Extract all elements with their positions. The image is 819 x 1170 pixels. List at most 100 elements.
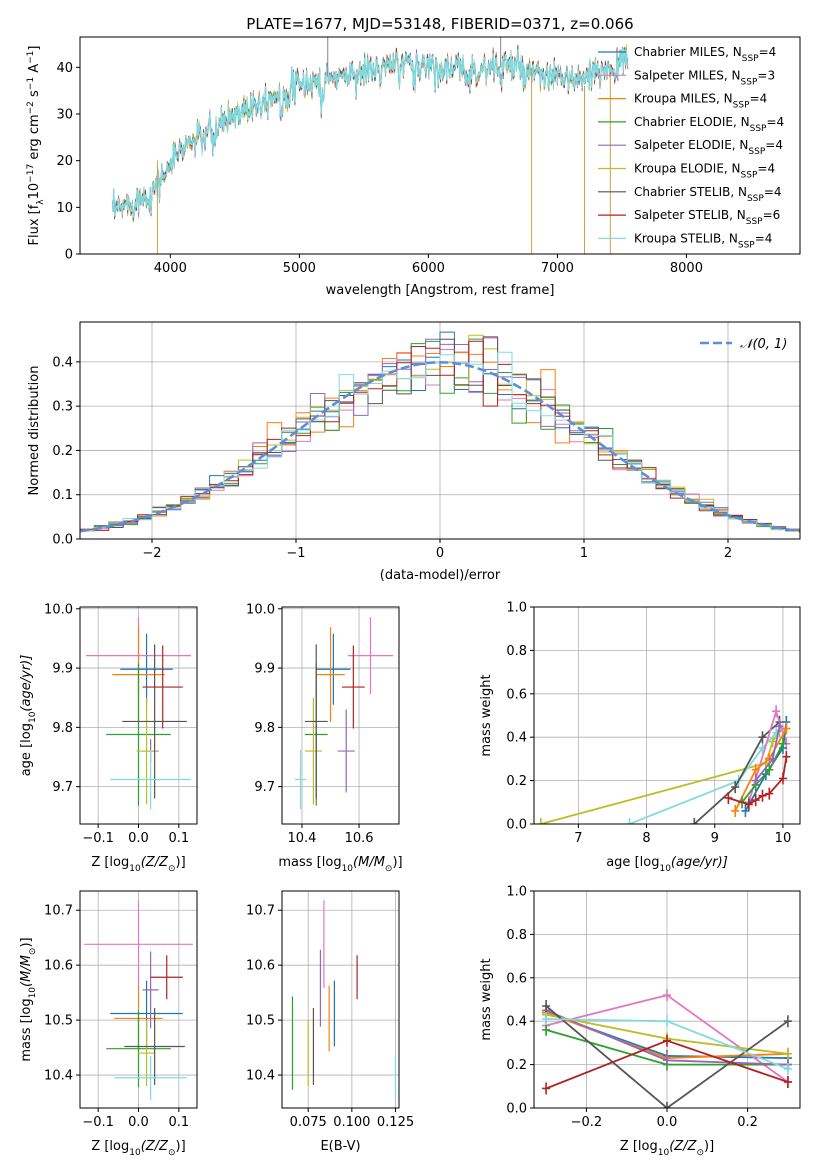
x-tick-label: 0.2 xyxy=(737,1115,758,1130)
legend-label: Salpeter MILES, NSSP=3 xyxy=(634,68,775,87)
errorbar-point xyxy=(337,709,355,793)
label-part: ⊙ xyxy=(168,1148,176,1158)
weight-marker xyxy=(778,772,787,785)
y-tick-label: 1.0 xyxy=(506,885,527,900)
y-tick-label: 10.7 xyxy=(246,904,275,919)
ticks: −0.1 0.0 0.1 9.7 9.8 9.9 10.0 xyxy=(44,602,189,846)
weight-marker xyxy=(663,1034,671,1047)
y-tick-label: 10.0 xyxy=(246,602,275,617)
y-tick-label: 40 xyxy=(56,61,73,76)
y-tick-label: 10.5 xyxy=(246,1014,275,1029)
y-tick-label: 20 xyxy=(56,154,73,169)
errorbar-point xyxy=(316,633,351,705)
label-part: 10 xyxy=(129,864,141,874)
weight-marker xyxy=(772,705,781,718)
y-tick-label: 30 xyxy=(56,108,73,123)
y-tick-label: 0.4 xyxy=(506,731,527,746)
label-part: Salpeter STELIB, N xyxy=(634,208,746,222)
ticks: −2 −1 0 1 2 0.0 0.1 0.2 0.3 0.4 xyxy=(52,355,732,561)
plots-layer: 4000 5000 6000 7000 8000010203040wavelength … xyxy=(19,36,801,1158)
label-part: Chabrier STELIB, N xyxy=(634,185,747,199)
errorbar-point xyxy=(142,951,159,1029)
plot-area xyxy=(294,617,394,810)
residuals-panel: −2 −1 0 1 2 0.0 0.1 0.2 0.3 0.4 𝒩(0, 1) (data-model… xyxy=(27,321,801,583)
y-tick-label: 0.2 xyxy=(52,444,73,459)
y-tick-label: 10.0 xyxy=(44,602,73,617)
weight-marker xyxy=(542,1023,551,1036)
x-axis-label: Z [log10(Z/Z⊙)] xyxy=(91,855,185,874)
weight-marker xyxy=(758,731,767,744)
y-tick-label: 0.2 xyxy=(506,774,527,789)
label-part: SSP xyxy=(747,194,764,204)
y-tick-label: 0 xyxy=(65,248,73,263)
label-part: =4 xyxy=(750,92,768,106)
y-tick-label: 10.7 xyxy=(44,904,73,919)
weight-marker xyxy=(758,789,767,802)
errorbar-point xyxy=(114,1055,187,1100)
y-axis-label: age [log10(age/yr)] xyxy=(19,655,38,777)
weight-series-line xyxy=(734,728,788,812)
weight-series-line xyxy=(540,730,781,824)
y-tick-label: 9.8 xyxy=(254,721,275,736)
x-tick-label: −1 xyxy=(286,546,305,561)
y-tick-label: 10.6 xyxy=(44,959,73,974)
weight-series-line xyxy=(741,743,784,803)
weight-marker xyxy=(765,763,774,776)
y-tick-label: 0.4 xyxy=(506,1015,527,1030)
x-tick-label: 0.125 xyxy=(377,1115,414,1130)
label-part: mass [log xyxy=(278,855,341,870)
y-tick-label: 10.5 xyxy=(44,1014,73,1029)
weight-marker xyxy=(690,818,699,824)
label-part: Z [log xyxy=(620,1139,658,1154)
label-part: =4 xyxy=(757,162,775,176)
x-axis-label: Z [log10(Z/Z⊙)] xyxy=(91,1139,185,1158)
axes-frame xyxy=(533,606,801,825)
label-part: −17 xyxy=(26,164,36,183)
x-tick-label: 8000 xyxy=(670,261,703,276)
mass-vs-Z-panel: −0.1 0.0 0.110.410.510.610.7Z [log10(Z/Z⊙)… xyxy=(19,890,198,1158)
x-axis-label: mass [log10(M/M⊙)] xyxy=(278,855,402,874)
label-part: mass [log xyxy=(19,998,34,1061)
x-tick-label: 0.1 xyxy=(169,831,190,846)
weight-marker xyxy=(783,1075,792,1088)
label-part: (Z/Z xyxy=(141,855,169,870)
x-tick-label: 9 xyxy=(711,831,719,846)
x-tick-label: 0.1 xyxy=(169,1115,190,1130)
errorbar-point xyxy=(304,697,322,805)
weight-marker xyxy=(663,1054,671,1067)
weight-marker xyxy=(731,804,740,817)
label-part: A xyxy=(27,64,42,77)
x-tick-label: 0 xyxy=(436,546,444,561)
ticks: 10.4 10.6 9.7 9.8 9.9 10.0 xyxy=(246,602,373,846)
legend-label: Salpeter ELODIE, NSSP=4 xyxy=(634,138,783,157)
label-part: =4 xyxy=(755,231,773,245)
weight-marker xyxy=(731,781,740,794)
label-part: )] xyxy=(704,1139,714,1154)
label-part: λ xyxy=(36,199,46,205)
errorbar-point xyxy=(124,1008,185,1085)
weight-marker xyxy=(768,752,777,765)
plot-area xyxy=(536,705,791,824)
label-part: s xyxy=(27,90,42,101)
label-part: SSP xyxy=(738,240,755,250)
label-part: (Z/Z xyxy=(669,1139,697,1154)
weight-series-line xyxy=(545,1005,789,1108)
label-part: −2 xyxy=(26,101,36,114)
weight-marker xyxy=(542,1013,551,1026)
y-tick-label: 0.0 xyxy=(506,818,527,833)
grid xyxy=(534,606,800,825)
weight-marker xyxy=(542,1000,551,1013)
label-part: )] xyxy=(176,855,186,870)
weight-marker xyxy=(783,1015,792,1028)
ticks: 4000 5000 6000 7000 8000 0 10 20 30 40 xyxy=(56,61,703,276)
x-tick-label: −2 xyxy=(142,546,161,561)
age-vs-Z-panel: −0.1 0.0 0.19.79.89.910.0Z [log10(Z/Z⊙)]ag… xyxy=(19,602,198,874)
mass-vs-ebv-panel: 0.075 0.100 0.125 10.4 10.5 10.6 10.7 E(B-V) xyxy=(246,890,414,1154)
weight-marker xyxy=(663,1102,671,1108)
y-tick-label: 10.6 xyxy=(246,959,275,974)
y-tick-label: 9.9 xyxy=(254,662,275,677)
label-part: Chabrier ELODIE, N xyxy=(634,115,750,129)
legend-label: 𝒩(0, 1) xyxy=(740,337,787,352)
y-tick-label: 9.8 xyxy=(52,721,73,736)
